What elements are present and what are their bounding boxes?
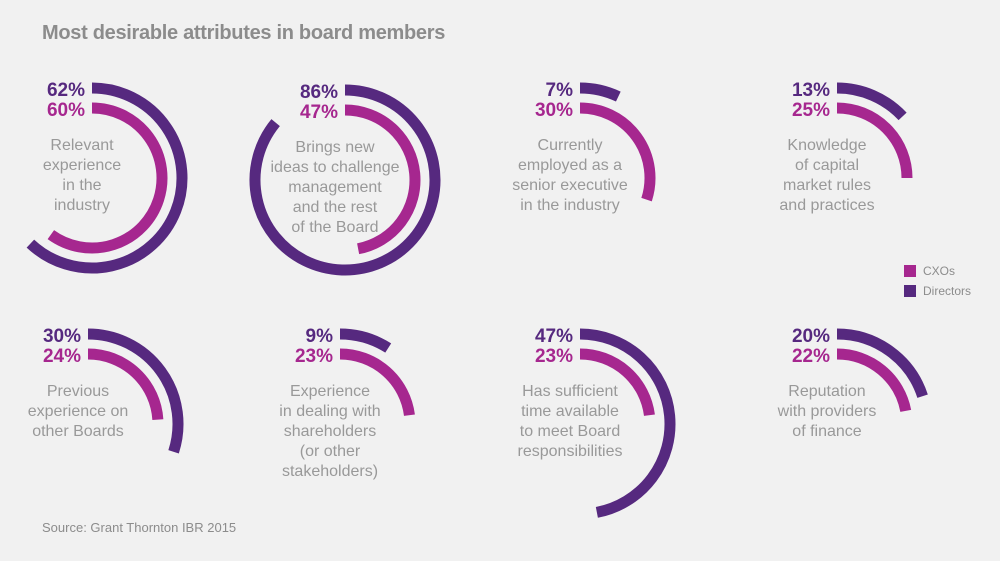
category-label: of capital [795, 157, 859, 174]
directors-value-label: 86% [300, 82, 338, 103]
cxos-value-label: 24% [43, 346, 81, 367]
cxos-arc [339, 348, 415, 417]
directors-value-label: 47% [535, 326, 573, 347]
legend-label: Directors [923, 284, 972, 298]
legend-swatch-cxos [904, 265, 916, 277]
category-label: time available [521, 403, 619, 420]
category-label: and the rest [293, 199, 378, 216]
chart-title: Most desirable attributes in board membe… [42, 22, 446, 44]
legend-swatch-directors [904, 285, 916, 297]
cxos-arc [87, 348, 164, 421]
category-label: and practices [779, 197, 874, 214]
directors-value-label: 13% [792, 80, 830, 101]
category-label: experience [43, 157, 121, 174]
cxos-value-label: 23% [535, 346, 573, 367]
directors-arc [836, 328, 928, 399]
category-label: shareholders [284, 423, 377, 440]
category-label: Relevant [50, 137, 114, 154]
category-label: in the industry [520, 197, 620, 214]
category-label: Experience [290, 383, 370, 400]
category-label: Has sufficient [522, 383, 618, 400]
category-label: Brings new [295, 139, 375, 156]
directors-value-label: 30% [43, 326, 81, 347]
category-label: of the Board [291, 219, 378, 236]
category-label: Knowledge [787, 137, 866, 154]
category-label: employed as a [518, 157, 622, 174]
cxos-value-label: 60% [47, 100, 85, 121]
directors-value-label: 9% [306, 326, 334, 347]
category-label: (or other [300, 443, 361, 460]
category-label: in dealing with [279, 403, 380, 420]
legend-item-directors: Directors [904, 284, 971, 298]
directors-arc [579, 82, 621, 102]
category-label: Reputation [788, 383, 865, 400]
category-label: Previous [47, 383, 109, 400]
cxos-arc [47, 102, 168, 254]
cxos-value-label: 30% [535, 100, 573, 121]
category-label: in the [62, 177, 101, 194]
legend-item-cxos: CXOs [904, 264, 955, 278]
directors-arc [339, 328, 392, 353]
source-note: Source: Grant Thornton IBR 2015 [42, 520, 237, 535]
cxos-value-label: 47% [300, 102, 338, 123]
directors-arc [87, 328, 184, 454]
directors-arc [26, 82, 188, 274]
directors-arc [836, 82, 907, 121]
cxos-value-label: 22% [792, 346, 830, 367]
directors-arc [249, 84, 441, 276]
category-label: management [288, 179, 382, 196]
category-label: experience on [28, 403, 129, 420]
legend-label: CXOs [923, 264, 956, 278]
cxos-arc [836, 348, 912, 413]
category-label: industry [54, 197, 110, 214]
category-label: responsibilities [518, 443, 623, 460]
directors-value-label: 62% [47, 80, 85, 101]
category-label: other Boards [32, 423, 124, 440]
category-label: stakeholders) [282, 463, 378, 480]
directors-arc [579, 328, 676, 518]
cxos-arc [344, 104, 421, 255]
category-label: Currently [538, 137, 603, 154]
cxos-arc [579, 102, 656, 202]
category-label: of finance [792, 423, 861, 440]
category-label: ideas to challenge [271, 159, 400, 176]
cxos-arc [836, 102, 913, 179]
directors-value-label: 7% [546, 80, 574, 101]
cxos-arc [579, 348, 655, 417]
cxos-value-label: 25% [792, 100, 830, 121]
category-label: with providers [777, 403, 877, 420]
category-label: market rules [783, 177, 871, 194]
directors-value-label: 20% [792, 326, 830, 347]
category-label: senior executive [512, 177, 628, 194]
category-label: to meet Board [520, 423, 621, 440]
cxos-value-label: 23% [295, 346, 333, 367]
